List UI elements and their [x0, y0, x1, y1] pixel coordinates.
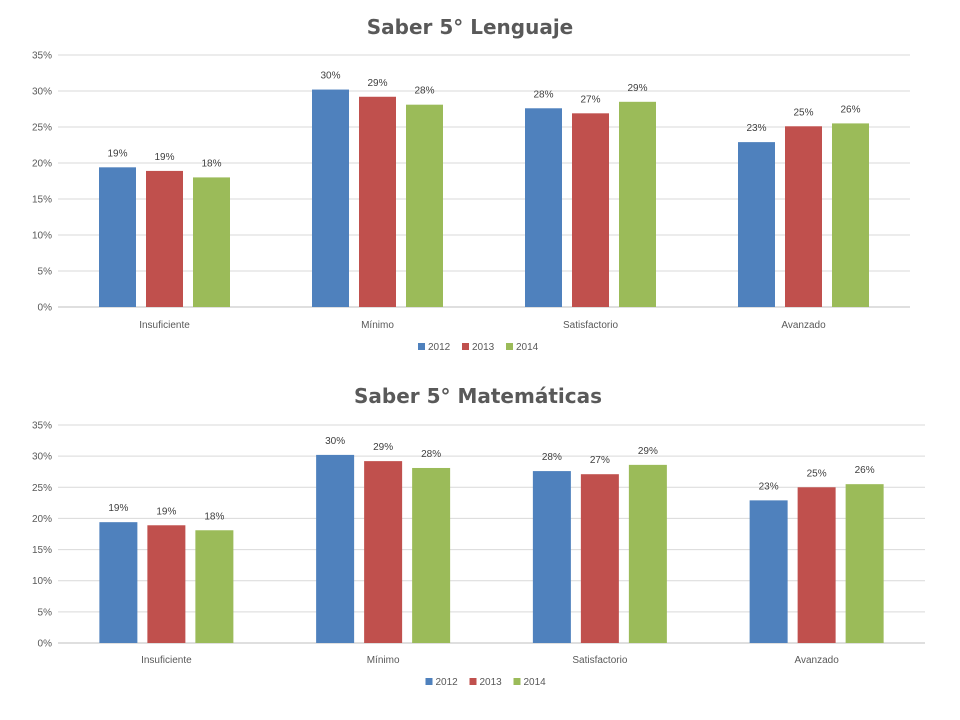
- y-tick-label: 5%: [38, 267, 53, 278]
- bar-2014-1: [406, 104, 443, 308]
- bar-2014-2: [619, 101, 656, 307]
- data-label: 29%: [627, 83, 647, 94]
- y-tick-label: 30%: [32, 452, 52, 463]
- data-label: 19%: [156, 506, 176, 517]
- data-label: 27%: [580, 94, 600, 105]
- y-tick-label: 0%: [38, 639, 53, 650]
- bar-2012-0: [99, 167, 136, 307]
- bar-2013-1: [359, 96, 396, 307]
- bar-2013-2: [580, 474, 619, 643]
- data-label: 19%: [108, 503, 128, 514]
- legend-swatch: [506, 343, 513, 350]
- legend-swatch: [462, 343, 469, 350]
- legend-label: 2014: [524, 677, 547, 688]
- bar-2014-3: [832, 123, 869, 308]
- data-label: 28%: [542, 452, 562, 463]
- bar-2012-0: [99, 522, 138, 643]
- chart-lenguaje-svg: Saber 5° Lenguaje 0% 5% 10% 15% 20% 25% 30% 35%…: [32, 15, 910, 353]
- data-label: 28%: [421, 449, 441, 460]
- data-label: 26%: [840, 104, 860, 115]
- bar-2012-2: [525, 108, 562, 307]
- y-tick-label: 5%: [38, 607, 53, 618]
- data-label: 25%: [793, 107, 813, 118]
- data-label: 23%: [759, 481, 779, 492]
- chart-matematicas: Saber 5° Matemáticas 0% 5% 10% 15% 20% 25% 30%…: [0, 365, 960, 720]
- data-label: 23%: [746, 123, 766, 134]
- bar-2013-0: [147, 525, 186, 643]
- data-label: 18%: [201, 158, 221, 169]
- bar-2013-3: [797, 487, 836, 643]
- data-label: 30%: [325, 436, 345, 447]
- data-label: 29%: [373, 442, 393, 453]
- y-tick-label: 35%: [32, 421, 52, 432]
- bar-2014-0: [195, 530, 234, 643]
- bar-2014-3: [845, 484, 884, 643]
- y-tick-label: 25%: [32, 123, 52, 134]
- bar-2013-1: [364, 461, 403, 643]
- legend-swatch: [469, 678, 477, 685]
- legend-swatch: [425, 678, 433, 685]
- y-tick-label: 10%: [32, 576, 52, 587]
- category-label: Mínimo: [361, 320, 394, 331]
- data-label: 28%: [533, 89, 553, 100]
- data-label: 26%: [855, 465, 875, 476]
- y-tick-label: 15%: [32, 545, 52, 556]
- legend-label: 2014: [516, 342, 539, 353]
- y-tick-label: 20%: [32, 159, 52, 170]
- bar-2014-0: [193, 177, 230, 307]
- data-label: 19%: [154, 152, 174, 163]
- bar-2012-1: [316, 454, 355, 643]
- category-label: Satisfactorio: [563, 320, 618, 331]
- y-tick-label: 0%: [38, 303, 53, 314]
- category-label: Mínimo: [367, 655, 400, 666]
- category-label: Insuficiente: [139, 320, 190, 331]
- category-label: Avanzado: [794, 655, 839, 666]
- y-tick-label: 30%: [32, 87, 52, 98]
- data-label: 29%: [367, 78, 387, 89]
- category-label: Satisfactorio: [572, 655, 627, 666]
- y-tick-label: 20%: [32, 514, 52, 525]
- y-tick-label: 15%: [32, 195, 52, 206]
- category-label: Insuficiente: [141, 655, 192, 666]
- data-label: 25%: [807, 468, 827, 479]
- bar-2013-0: [146, 170, 183, 307]
- data-label: 28%: [414, 86, 434, 97]
- bar-2012-1: [312, 89, 349, 307]
- category-label: Avanzado: [781, 320, 826, 331]
- data-label: 29%: [638, 446, 658, 457]
- y-tick-label: 35%: [32, 51, 52, 62]
- bar-2012-3: [749, 500, 788, 643]
- bar-2013-2: [572, 113, 609, 307]
- bar-2012-2: [532, 471, 571, 643]
- data-label: 18%: [204, 511, 224, 522]
- data-label: 27%: [590, 455, 610, 466]
- bar-2012-3: [738, 142, 775, 307]
- chart-matematicas-svg: Saber 5° Matemáticas 0% 5% 10% 15% 20% 25% 30%…: [32, 384, 925, 688]
- chart-title: Saber 5° Lenguaje: [367, 15, 574, 39]
- bar-2014-1: [412, 467, 451, 643]
- bar-2014-2: [628, 464, 667, 643]
- legend-label: 2012: [428, 342, 451, 353]
- legend-label: 2013: [472, 342, 495, 353]
- chart-title: Saber 5° Matemáticas: [354, 384, 602, 408]
- legend-label: 2013: [480, 677, 503, 688]
- y-tick-label: 25%: [32, 483, 52, 494]
- legend-label: 2012: [436, 677, 459, 688]
- y-tick-label: 10%: [32, 231, 52, 242]
- chart-lenguaje: Saber 5° Lenguaje 0% 5% 10% 15% 20% 25% 30% 35%…: [32, 15, 910, 353]
- data-label: 19%: [107, 148, 127, 159]
- legend-swatch: [513, 678, 521, 685]
- legend-swatch: [418, 343, 425, 350]
- data-label: 30%: [320, 71, 340, 82]
- bar-2013-3: [785, 126, 822, 307]
